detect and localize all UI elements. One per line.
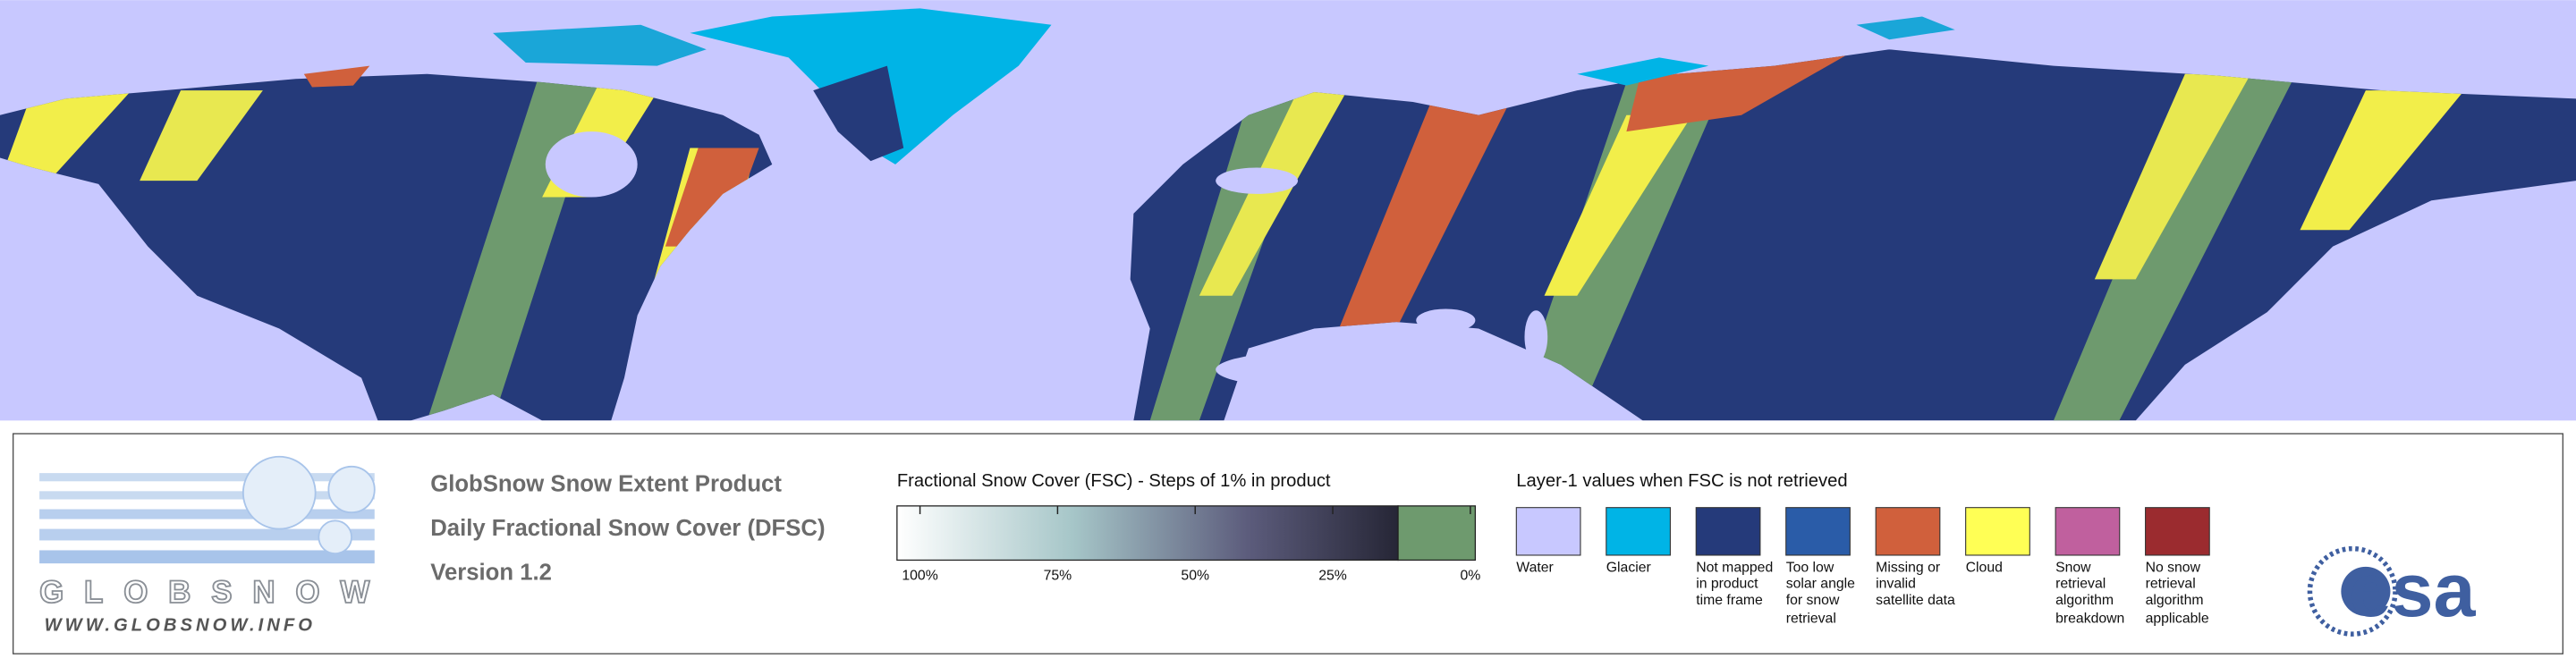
cloud-band [1199, 90, 1348, 296]
snowflake [327, 465, 376, 514]
esa-emblem [2341, 566, 2391, 616]
logo-stripe [39, 528, 375, 541]
snowflake [242, 455, 317, 530]
layer1-title: Layer-1 values when FSC is not retrieved [1516, 471, 1847, 491]
legend-swatch [1695, 507, 1761, 556]
product-line: GlobSnow Snow Extent Product [430, 471, 782, 496]
legend-swatch [1875, 507, 1941, 556]
snowflake [318, 519, 352, 555]
legend-label: Cloud [1965, 558, 2003, 575]
esa-logo: esa [2307, 545, 2477, 637]
legend-swatch [1785, 507, 1851, 556]
fsc-title: Fractional Snow Cover (FSC) - Steps of 1… [897, 471, 1331, 491]
esa-wordmark: esa [2350, 548, 2477, 632]
legend-label: Glacier [1606, 558, 1651, 575]
arctic-islands [1577, 57, 1709, 86]
fsc-tick-label: 25% [1318, 569, 1347, 584]
missing-band [665, 148, 759, 247]
missing-band [1338, 65, 1529, 329]
cloud-band [2300, 90, 2465, 231]
arctic-islands [303, 65, 370, 88]
legend-label-box: Not mapped in product time frame [1696, 558, 1774, 609]
logo-stripe [39, 550, 375, 564]
hudson-bay [545, 131, 638, 198]
legend-label-box: No snow retrieval algorithm applicable [2145, 558, 2209, 626]
cloud-band [1544, 114, 1692, 296]
cloud-band [0, 90, 131, 182]
black-sea [1416, 308, 1476, 333]
legend-swatch [2055, 507, 2121, 556]
legend-label-box: Glacier [1606, 558, 1651, 575]
fsc-tick-label: 100% [902, 569, 937, 584]
arctic-islands [1856, 16, 1955, 40]
legend-label: Snow retrieval algorithm breakdown [2055, 558, 2125, 626]
cloud-band [140, 90, 263, 182]
legend-label: Water [1516, 558, 1554, 575]
greenland-unmapped [813, 65, 904, 162]
product-info: GlobSnow Snow Extent Product Daily Fracti… [430, 471, 825, 585]
layer1-legend: Layer-1 values when FSC is not retrieved… [1515, 471, 2210, 626]
fsc-tick-label: 0% [1460, 569, 1480, 584]
legend-label-box: Too low solar angle for snow retrieval [1785, 558, 1855, 626]
arctic-islands [493, 24, 707, 66]
legend-swatch [2145, 507, 2210, 556]
fsc-zero-box [1397, 505, 1477, 561]
snow-band [1511, 81, 1725, 421]
legend-label: No snow retrieval algorithm applicable [2145, 558, 2209, 626]
legend-label-box: Water [1516, 558, 1554, 575]
snow-band [2053, 65, 2301, 421]
fsc-gradient [896, 505, 1399, 561]
legend-swatch [1606, 507, 1671, 556]
logo-url: WWW.GLOBSNOW.INFO [45, 615, 316, 635]
legend-label-box: Cloud [1965, 558, 2003, 575]
legend-label-box: Snow retrieval algorithm breakdown [2055, 558, 2125, 626]
legend-label-box: Missing or invalid satellite data [1876, 558, 1955, 609]
legend-swatch [1515, 507, 1581, 556]
logo-stripe [39, 509, 375, 519]
baltic-sea [1216, 167, 1299, 194]
esa-emblem [2307, 545, 2398, 637]
logo-stripe [39, 473, 375, 482]
legend-swatch [1965, 507, 2030, 556]
fsc-tick-label: 50% [1181, 569, 1209, 584]
product-line: Daily Fractional Snow Cover (DFSC) [430, 516, 825, 541]
mediterranean [1216, 350, 1446, 390]
legend-label: Not mapped in product time frame [1696, 558, 1774, 609]
fsc-tick-label: 75% [1044, 569, 1072, 584]
legend-label: Missing or invalid satellite data [1876, 558, 1955, 609]
product-line: Version 1.2 [430, 561, 552, 586]
fsc-legend: Fractional Snow Cover (FSC) - Steps of 1… [896, 471, 1480, 584]
cloud-band [2094, 73, 2251, 280]
logo-stripe [39, 491, 375, 500]
legend-label: Too low solar angle for snow retrieval [1785, 558, 1855, 626]
caspian-sea [1524, 310, 1548, 364]
